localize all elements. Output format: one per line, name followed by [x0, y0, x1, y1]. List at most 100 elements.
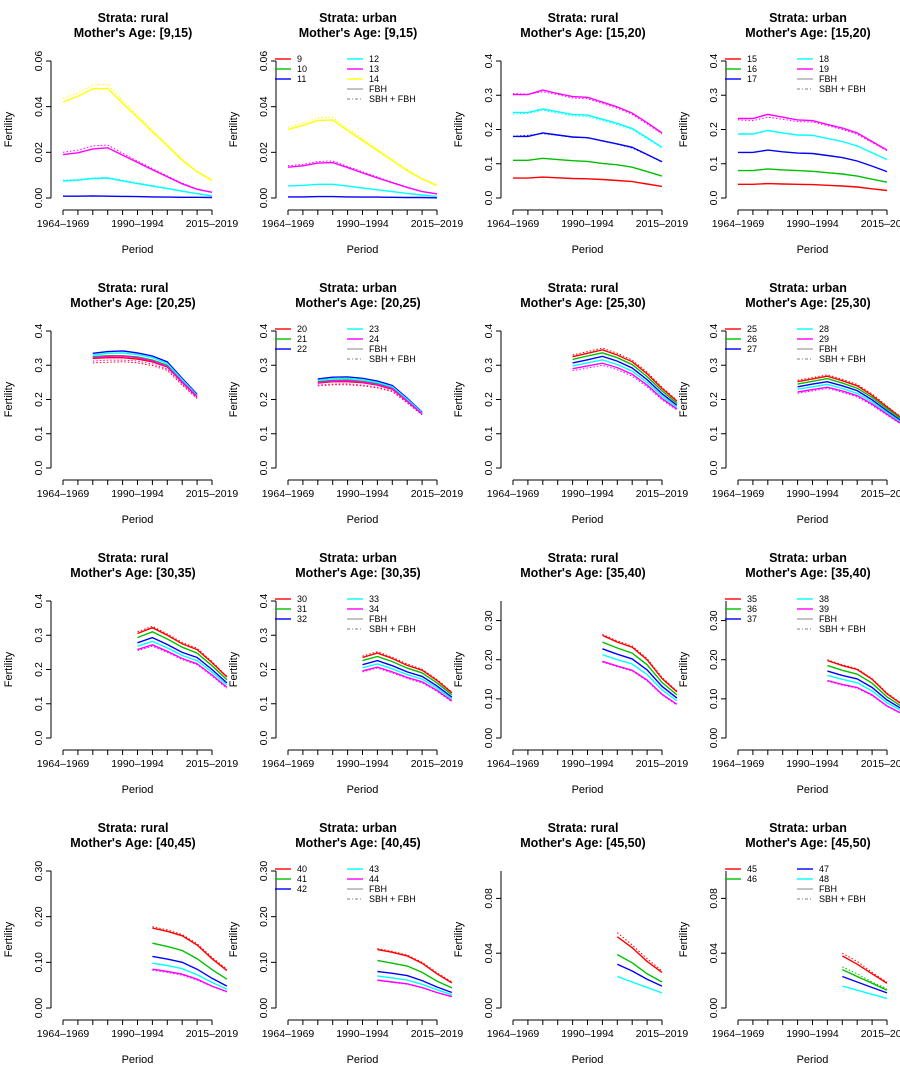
series-dotted-30 [137, 625, 228, 677]
series-line-12 [287, 183, 438, 198]
x-tick-label: 2015–2019 [636, 1028, 689, 1040]
panel-title-age: Mother's Age: [15,20) [520, 26, 645, 40]
y-tick-label: 0.10 [258, 952, 270, 973]
series-15 [513, 176, 663, 188]
legend-label: FBH [369, 884, 387, 894]
legend-label: 15 [747, 54, 757, 64]
series-26 [797, 377, 900, 420]
series-line-23 [317, 377, 423, 414]
series-11 [288, 195, 438, 199]
series-line-36 [827, 664, 900, 707]
y-tick-label: 0.3 [483, 88, 495, 103]
y-tick-label: 0.2 [258, 392, 270, 407]
x-tick-label: 1964–1969 [262, 758, 315, 770]
x-axis-label: Period [572, 514, 604, 526]
series-line-29 [572, 362, 678, 410]
series-line-30 [137, 626, 228, 678]
legend-label: FBH [819, 614, 837, 624]
series-line-28 [797, 383, 900, 423]
legend-label: 47 [819, 864, 829, 874]
series-27 [572, 355, 678, 406]
series-37 [602, 648, 678, 699]
x-tick-label: 1990–1994 [111, 1028, 164, 1040]
x-axis-label: Period [797, 784, 829, 796]
series-line-37 [602, 648, 678, 699]
x-tick-label: 1964–1969 [487, 488, 540, 500]
y-tick-label: 0.20 [258, 906, 270, 927]
y-axis-label: Fertility [3, 381, 15, 417]
series-dotted-40 [152, 926, 228, 970]
panel-title-age: Mother's Age: [30,35) [70, 566, 195, 580]
y-tick-label: 0.00 [483, 728, 495, 749]
legend-label: 28 [819, 324, 829, 334]
legend-label: 22 [297, 344, 307, 354]
legend-label: FBH [369, 84, 387, 94]
legend-label: 13 [369, 64, 379, 74]
series-line-26 [797, 377, 900, 420]
x-axis-label: Period [122, 244, 154, 256]
y-tick-label: 0.4 [258, 324, 270, 339]
x-axis-label: Period [797, 1054, 829, 1066]
y-tick-label: 0.00 [258, 998, 270, 1019]
y-tick-label: 0.1 [33, 696, 45, 711]
series-line-35 [827, 659, 900, 704]
legend-label: 30 [297, 594, 307, 604]
x-axis-label: Period [797, 514, 829, 526]
panel-title-age: Mother's Age: [35,40) [745, 566, 870, 580]
y-axis-label: Fertility [3, 921, 15, 957]
series-29 [572, 362, 678, 411]
x-axis-label: Period [347, 1054, 379, 1066]
y-tick-label: 0.30 [483, 610, 495, 631]
y-tick-label: 0.08 [708, 888, 720, 909]
y-tick-label: 0.1 [258, 426, 270, 441]
y-axis-label: Fertility [453, 651, 465, 687]
y-tick-label: 0.3 [33, 628, 45, 643]
series-38 [827, 674, 900, 711]
series-13 [62, 144, 213, 193]
series-line-45 [841, 955, 888, 984]
y-tick-label: 0.0 [483, 191, 495, 206]
series-dotted-25 [797, 374, 900, 417]
series-47 [617, 963, 663, 987]
y-tick-label: 0.1 [258, 696, 270, 711]
series-22 [317, 376, 423, 413]
series-dotted-19 [512, 91, 663, 135]
y-tick-label: 0.0 [258, 461, 270, 476]
series-line-21 [92, 355, 198, 397]
x-axis-label: Period [122, 514, 154, 526]
legend-label: 21 [297, 334, 307, 344]
series-12 [287, 183, 438, 198]
x-axis-label: Period [572, 244, 604, 256]
y-tick-label: 0.10 [483, 688, 495, 709]
panel-title-age: Mother's Age: [40,45) [295, 836, 420, 850]
series-line-31 [137, 631, 228, 681]
y-tick-label: 0.04 [708, 943, 720, 964]
legend-label: 42 [297, 884, 307, 894]
y-tick-label: 0.20 [708, 649, 720, 670]
series-34 [137, 644, 228, 689]
panel-title-strata: Strata: urban [769, 821, 847, 835]
y-tick-label: 0.00 [33, 188, 45, 209]
series-dotted-35 [827, 659, 900, 704]
legend-label: 16 [747, 64, 757, 74]
series-40 [152, 926, 228, 972]
series-line-34 [137, 644, 228, 688]
legend-label: FBH [819, 884, 837, 894]
series-line-19 [738, 113, 888, 151]
panel-title-age: Mother's Age: [30,35) [295, 566, 420, 580]
x-tick-label: 1990–1994 [786, 218, 839, 230]
y-tick-label: 0.00 [483, 998, 495, 1019]
series-39 [827, 679, 900, 714]
series-39 [602, 660, 678, 706]
series-dotted-13 [62, 144, 213, 193]
y-tick-label: 0.2 [708, 122, 720, 137]
y-tick-label: 0.2 [33, 662, 45, 677]
legend-label: 17 [747, 74, 757, 84]
legend-label: FBH [369, 614, 387, 624]
y-tick-label: 0.30 [708, 610, 720, 631]
series-42 [377, 970, 453, 994]
